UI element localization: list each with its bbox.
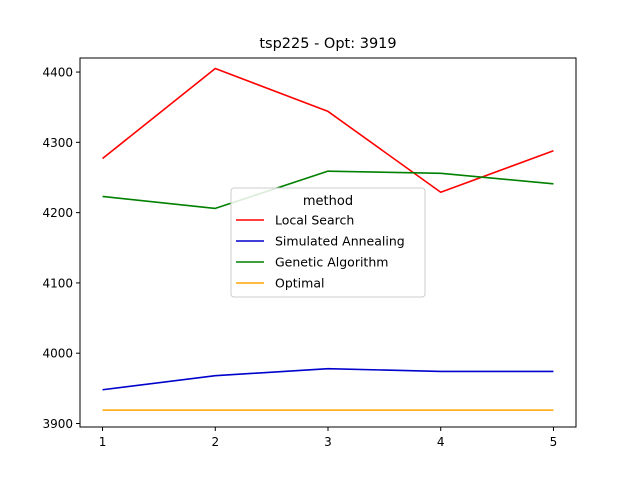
x-tick-label: 3 — [324, 435, 332, 449]
series-line-2 — [102, 170, 554, 210]
y-axis: 3900 4000 4100 4200 4300 4400 — [42, 66, 80, 431]
x-axis: 1 2 3 4 5 — [99, 427, 558, 449]
x-tick-label: 2 — [211, 435, 219, 449]
legend: method Local Search Simulated Annealing Ge… — [230, 187, 426, 298]
x-tick-label: 4 — [437, 435, 445, 449]
legend-title: method — [303, 194, 353, 209]
y-tick-label: 4300 — [42, 136, 73, 150]
legend-box — [230, 187, 426, 298]
legend-label: Genetic Algorithm — [275, 255, 388, 270]
x-tick-label: 1 — [99, 435, 107, 449]
legend-label: Simulated Annealing — [275, 234, 405, 249]
chart-title: tsp225 - Opt: 3919 — [259, 36, 396, 52]
series-layer — [102, 67, 554, 411]
legend-label: Local Search — [275, 213, 354, 228]
series-line-0 — [102, 67, 554, 194]
y-tick-label: 4100 — [42, 276, 73, 290]
y-tick-label: 3900 — [42, 417, 73, 431]
y-tick-label: 4200 — [42, 206, 73, 220]
y-tick-label: 4400 — [42, 66, 73, 80]
series-line-1 — [102, 367, 554, 391]
legend-label: Optimal — [275, 276, 324, 291]
legend-entries: Local Search Simulated Annealing Genetic A… — [236, 213, 405, 291]
x-tick-label: 5 — [550, 435, 558, 449]
y-tick-label: 4000 — [42, 347, 73, 361]
